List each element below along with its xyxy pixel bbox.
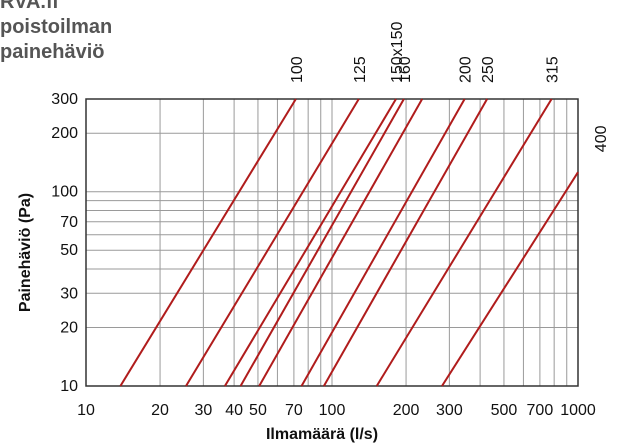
x-tick-label: 50 xyxy=(249,402,267,419)
y-axis-title: Painehäviö (Pa) xyxy=(17,193,34,312)
series-label: 160 xyxy=(397,56,414,83)
y-tick-label: 100 xyxy=(51,184,78,201)
x-tick-label: 20 xyxy=(151,402,169,419)
series-label: 200 xyxy=(458,56,475,83)
x-tick-label: 1000 xyxy=(560,402,596,419)
series-line xyxy=(375,98,553,387)
series-label: 315 xyxy=(545,56,562,83)
series-line xyxy=(258,98,424,387)
x-tick-label: 40 xyxy=(225,402,243,419)
grid xyxy=(86,99,578,386)
series-line xyxy=(185,98,360,387)
series-label: 250 xyxy=(480,56,497,83)
y-tick-label: 20 xyxy=(60,320,78,337)
series-label: 125 xyxy=(352,56,369,83)
y-tick-label: 30 xyxy=(60,285,78,302)
tick-labels: 10 20 30 40 50 70 100 200 300 500 700 1000 10 20 30 50 7… xyxy=(51,91,596,419)
series-label: 150x150 xyxy=(389,22,406,83)
brand-line-3: painehäviö xyxy=(0,41,105,63)
y-tick-label: 300 xyxy=(51,91,78,108)
x-tick-label: 700 xyxy=(527,402,554,419)
y-tick-label: 70 xyxy=(60,214,78,231)
series-line xyxy=(323,98,488,387)
x-tick-label: 10 xyxy=(77,402,95,419)
x-tick-label: 300 xyxy=(436,402,463,419)
x-tick-label: 500 xyxy=(491,402,518,419)
brand-line-1: RVA.fi xyxy=(0,0,59,13)
series-label: 100 xyxy=(289,56,306,83)
x-tick-label: 200 xyxy=(393,402,420,419)
brand-line-2: poistoilman xyxy=(0,16,113,38)
series-line xyxy=(441,171,579,387)
series-line xyxy=(300,98,466,387)
series-lines xyxy=(119,98,579,387)
x-tick-label: 70 xyxy=(285,402,303,419)
x-axis-title: Ilmamäärä (l/s) xyxy=(266,426,378,443)
plot-frame xyxy=(85,98,579,387)
series-label: 400 xyxy=(593,125,610,152)
series-line xyxy=(239,98,405,387)
x-tick-label: 100 xyxy=(319,402,346,419)
y-tick-label: 50 xyxy=(60,242,78,259)
y-tick-label: 200 xyxy=(51,125,78,142)
x-tick-label: 30 xyxy=(194,402,212,419)
series-line xyxy=(224,98,397,387)
series-line xyxy=(119,98,297,387)
y-tick-label: 10 xyxy=(60,378,78,395)
brand-title: RVA.fi poistoilman painehäviö xyxy=(0,0,112,65)
